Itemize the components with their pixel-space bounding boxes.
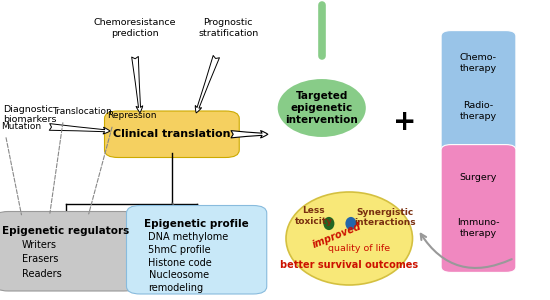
Text: Surgery: Surgery bbox=[460, 172, 497, 182]
Text: 5hmC profile: 5hmC profile bbox=[148, 245, 211, 255]
Ellipse shape bbox=[286, 192, 412, 285]
Text: Erasers: Erasers bbox=[22, 254, 58, 264]
Ellipse shape bbox=[277, 78, 367, 138]
Text: Diagnostic
biomarkers: Diagnostic biomarkers bbox=[3, 105, 56, 124]
Text: Prognostic
stratification: Prognostic stratification bbox=[198, 18, 258, 38]
FancyBboxPatch shape bbox=[126, 206, 267, 294]
Text: Translocation: Translocation bbox=[52, 106, 112, 116]
Text: Writers: Writers bbox=[22, 240, 57, 250]
Text: Clinical translation: Clinical translation bbox=[113, 129, 230, 139]
FancyBboxPatch shape bbox=[441, 31, 516, 155]
Text: Targeted
epigenetic
intervention: Targeted epigenetic intervention bbox=[285, 92, 358, 124]
Text: Less
toxicity: Less toxicity bbox=[294, 206, 333, 226]
Text: Repression: Repression bbox=[107, 111, 157, 120]
Text: Histone code: Histone code bbox=[148, 258, 212, 268]
Text: Radio-
therapy: Radio- therapy bbox=[460, 101, 497, 121]
Text: improved: improved bbox=[311, 221, 363, 250]
Ellipse shape bbox=[323, 217, 334, 230]
Text: Epigenetic regulators: Epigenetic regulators bbox=[2, 226, 130, 236]
Text: Nucleosome: Nucleosome bbox=[148, 270, 208, 280]
Text: Mutation: Mutation bbox=[1, 122, 41, 130]
Ellipse shape bbox=[345, 217, 356, 230]
Text: Epigenetic profile: Epigenetic profile bbox=[144, 219, 249, 229]
Text: Readers: Readers bbox=[22, 269, 62, 279]
FancyBboxPatch shape bbox=[441, 145, 516, 272]
Text: DNA methylome: DNA methylome bbox=[148, 232, 229, 242]
Text: remodeling: remodeling bbox=[148, 283, 204, 293]
Text: Synergistic
interactions: Synergistic interactions bbox=[354, 208, 416, 227]
FancyBboxPatch shape bbox=[104, 111, 239, 158]
FancyBboxPatch shape bbox=[0, 212, 138, 291]
Text: +: + bbox=[393, 107, 416, 136]
Text: quality of life: quality of life bbox=[328, 244, 390, 253]
Text: Immuno-
therapy: Immuno- therapy bbox=[457, 218, 500, 238]
Text: better survival outcomes: better survival outcomes bbox=[280, 260, 419, 271]
Text: Chemo-
therapy: Chemo- therapy bbox=[460, 53, 497, 73]
Text: Chemoresistance
prediction: Chemoresistance prediction bbox=[94, 18, 176, 38]
